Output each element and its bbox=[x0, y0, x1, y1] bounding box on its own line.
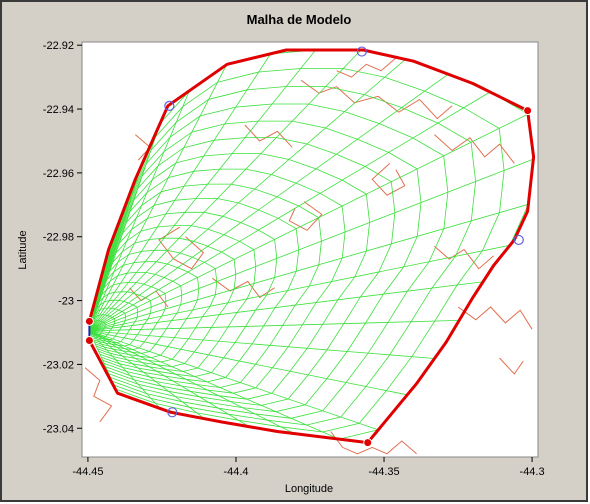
mesh-radial-line bbox=[89, 49, 316, 332]
mesh-arc-line bbox=[89, 325, 99, 334]
x-tick-label: -44.35 bbox=[368, 466, 399, 478]
mesh-arc-line bbox=[104, 103, 449, 419]
points-layer bbox=[84, 46, 533, 448]
mesh-arc-line bbox=[93, 261, 200, 359]
mesh-chart: Malha de Modelo -44.45 -44.4 -44.35 -44.3 -2… bbox=[17, 12, 545, 495]
coastline-segment bbox=[330, 431, 417, 455]
mesh-radial-line bbox=[89, 59, 406, 332]
mesh-radial-line bbox=[89, 330, 435, 359]
mesh-arc-line bbox=[105, 86, 477, 426]
mesh-arc-line bbox=[99, 183, 322, 388]
mesh-arc-line bbox=[107, 68, 505, 433]
mesh-radial-line bbox=[89, 91, 491, 332]
y-tick-label: -22.92 bbox=[43, 40, 74, 52]
mesh-arc-line bbox=[98, 198, 300, 383]
coastline-segment bbox=[499, 357, 524, 375]
mesh-arc-line bbox=[91, 299, 139, 344]
corner-point bbox=[363, 438, 373, 448]
coastline-segment bbox=[300, 79, 453, 120]
mesh-arc-line bbox=[103, 120, 422, 413]
mesh-arc-line bbox=[95, 237, 237, 368]
corner-point bbox=[84, 335, 94, 345]
mesh-boundary-line bbox=[87, 48, 536, 445]
mesh-radial-line bbox=[89, 319, 460, 332]
coastline-segment bbox=[212, 277, 275, 299]
coastline-segment bbox=[288, 201, 323, 231]
mesh-radial-line bbox=[89, 90, 190, 332]
y-tick-label: -23.02 bbox=[43, 359, 74, 371]
mesh-arc-line bbox=[101, 153, 371, 400]
control-point bbox=[356, 46, 367, 57]
plot-area bbox=[81, 41, 539, 458]
mesh-radial-line bbox=[89, 330, 295, 434]
y-tick-label: -22.96 bbox=[43, 168, 74, 180]
mesh-arc-line bbox=[102, 137, 396, 406]
control-point bbox=[513, 234, 524, 246]
coastline-segment bbox=[434, 134, 515, 164]
mesh-arc-line bbox=[90, 314, 116, 338]
coastline-segment bbox=[457, 306, 533, 330]
mesh-radial-line bbox=[89, 158, 534, 332]
chart-title: Malha de Modelo bbox=[247, 12, 352, 27]
x-tick-label: -44.45 bbox=[72, 466, 103, 478]
mesh-radial-line bbox=[89, 49, 362, 332]
y-tick-label: -22.94 bbox=[43, 104, 74, 116]
coastline-segment bbox=[336, 57, 397, 78]
mesh-arc-line bbox=[90, 307, 126, 341]
mesh-radial-line bbox=[89, 330, 379, 431]
x-tick-label: -44.4 bbox=[223, 466, 248, 478]
mesh-arc-line bbox=[100, 168, 346, 394]
x-tick-label: -44.3 bbox=[520, 466, 545, 478]
coastline-layer bbox=[84, 57, 533, 455]
y-tick-label: -23.04 bbox=[43, 423, 74, 435]
mesh-radial-line bbox=[89, 281, 484, 332]
mesh-radial-line bbox=[89, 203, 529, 332]
corner-point bbox=[523, 106, 533, 116]
mesh-arc-line bbox=[92, 282, 167, 351]
control-point bbox=[167, 407, 178, 418]
mesh-arc-line bbox=[96, 225, 257, 372]
y-axis-title: Latitude bbox=[17, 230, 29, 269]
mesh-arc-line bbox=[97, 211, 278, 378]
mesh-arc-line bbox=[91, 291, 152, 347]
mesh-radial-line bbox=[89, 64, 227, 332]
corner-point bbox=[84, 316, 94, 326]
mesh-radial-line bbox=[89, 330, 340, 440]
mesh-radial-line bbox=[89, 53, 271, 332]
coastline-segment bbox=[434, 245, 494, 270]
y-tick-label: -22.98 bbox=[43, 232, 74, 244]
y-tick-label: -23 bbox=[58, 296, 74, 308]
axes-layer: -44.45 -44.4 -44.35 -44.3 -22.92 -22.94 -22.96… bbox=[43, 40, 545, 478]
mesh-radial-line bbox=[89, 330, 408, 396]
coastline-segment bbox=[84, 367, 113, 423]
mesh-radial-line bbox=[89, 244, 511, 332]
x-axis-title: Longitude bbox=[285, 483, 333, 495]
control-point bbox=[164, 100, 175, 111]
mesh-radial-line bbox=[89, 113, 529, 332]
mesh-arc-line bbox=[93, 272, 183, 354]
mesh-arc-line bbox=[94, 249, 218, 363]
mesh-radial-line bbox=[89, 73, 449, 332]
